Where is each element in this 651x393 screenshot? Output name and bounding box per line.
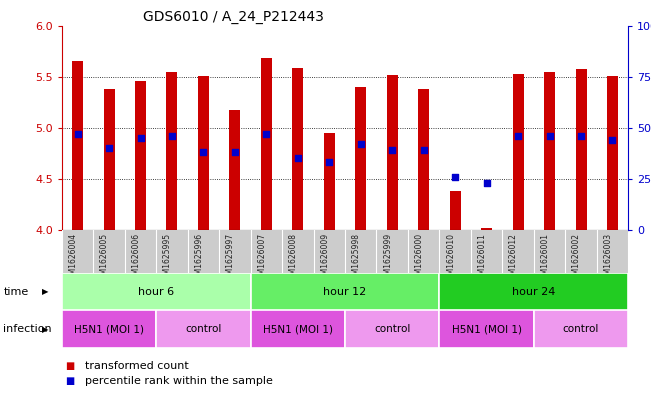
Text: GSM1626003: GSM1626003 (603, 233, 613, 285)
Text: control: control (563, 324, 599, 334)
Bar (156, 310, 251, 348)
Text: GSM1626001: GSM1626001 (540, 233, 549, 285)
Point (482, 180, 492, 186)
Text: ▶: ▶ (42, 288, 49, 296)
Bar (575, 70, 587, 230)
Text: control: control (186, 324, 221, 334)
Text: ■: ■ (65, 361, 74, 371)
Bar (135, 81, 146, 230)
Text: GSM1626007: GSM1626007 (257, 233, 266, 285)
Text: GDS6010 / A_24_P212443: GDS6010 / A_24_P212443 (143, 10, 324, 24)
Bar (198, 75, 209, 230)
Text: H5N1 (MOI 1): H5N1 (MOI 1) (74, 324, 144, 334)
Point (544, 133, 555, 139)
Point (324, 159, 335, 165)
Text: H5N1 (MOI 1): H5N1 (MOI 1) (263, 324, 333, 334)
Point (72, 131, 83, 137)
Text: hour 12: hour 12 (324, 287, 367, 297)
Point (450, 174, 460, 180)
Bar (481, 228, 492, 230)
Bar (387, 75, 398, 230)
Text: GSM1626008: GSM1626008 (289, 233, 298, 285)
Bar (345, 310, 439, 348)
Text: percentile rank within the sample: percentile rank within the sample (85, 376, 273, 386)
Point (135, 135, 146, 141)
Bar (62, 310, 156, 348)
Bar (534, 310, 628, 348)
Bar (251, 273, 439, 310)
Point (419, 147, 429, 153)
Text: GSM1625999: GSM1625999 (383, 233, 392, 285)
Bar (418, 89, 429, 230)
Point (607, 137, 618, 143)
Text: GSM1626004: GSM1626004 (68, 233, 77, 285)
Text: H5N1 (MOI 1): H5N1 (MOI 1) (452, 324, 521, 334)
Bar (229, 110, 240, 230)
Text: transformed count: transformed count (85, 361, 188, 371)
Text: GSM1626012: GSM1626012 (509, 233, 518, 284)
Text: time: time (3, 287, 29, 297)
Point (230, 149, 240, 155)
Bar (292, 68, 303, 230)
Point (104, 145, 115, 151)
Bar (167, 72, 178, 230)
Point (261, 131, 271, 137)
Point (513, 133, 523, 139)
Bar (450, 191, 461, 230)
Text: ■: ■ (65, 376, 74, 386)
Text: control: control (374, 324, 410, 334)
Text: GSM1626009: GSM1626009 (320, 233, 329, 285)
Point (355, 141, 366, 147)
Bar (251, 310, 345, 348)
Bar (261, 58, 272, 230)
Text: GSM1626010: GSM1626010 (446, 233, 455, 285)
Bar (439, 310, 534, 348)
Point (167, 133, 177, 139)
Point (576, 133, 587, 139)
Text: GSM1626005: GSM1626005 (100, 233, 109, 285)
Text: GSM1625997: GSM1625997 (226, 233, 235, 285)
Text: GSM1625995: GSM1625995 (163, 233, 172, 285)
Bar (439, 273, 628, 310)
Text: GSM1626011: GSM1626011 (478, 233, 487, 284)
Text: ▶: ▶ (42, 325, 49, 334)
Text: infection: infection (3, 324, 52, 334)
Text: GSM1625996: GSM1625996 (195, 233, 203, 285)
Point (198, 149, 208, 155)
Text: hour 24: hour 24 (512, 287, 555, 297)
Bar (512, 73, 523, 230)
Bar (62, 273, 251, 310)
Text: GSM1626006: GSM1626006 (132, 233, 141, 285)
Bar (544, 72, 555, 230)
Bar (324, 133, 335, 230)
Text: GSM1626000: GSM1626000 (415, 233, 424, 285)
Point (387, 147, 397, 153)
Bar (355, 87, 367, 230)
Bar (104, 89, 115, 230)
Text: GSM1626002: GSM1626002 (572, 233, 581, 285)
Point (292, 155, 303, 162)
Bar (607, 75, 618, 230)
Text: hour 6: hour 6 (138, 287, 174, 297)
Bar (72, 61, 83, 230)
Text: GSM1625998: GSM1625998 (352, 233, 361, 285)
